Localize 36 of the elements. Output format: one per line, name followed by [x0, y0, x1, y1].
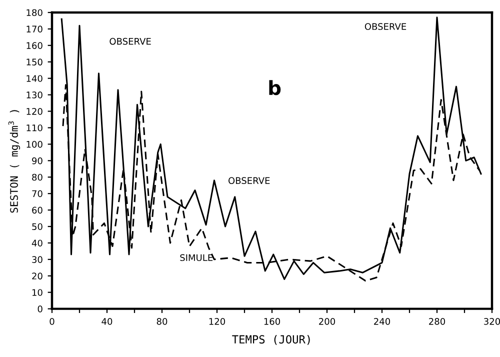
- y-tick-label: 90: [32, 157, 42, 164]
- x-tick-label: 80: [156, 318, 168, 325]
- annotation: b: [269, 80, 281, 96]
- x-tick-label: 0: [50, 318, 54, 325]
- y-tick-label: 130: [26, 92, 42, 98]
- y-tick-label: 150: [26, 58, 42, 66]
- y-tick-label: 70: [32, 190, 42, 198]
- y-tick-label: 20: [32, 272, 42, 280]
- y-tick-label: 80: [32, 174, 42, 181]
- x-tick-label: 40: [102, 318, 112, 325]
- annotation: SIMULE: [180, 254, 213, 262]
- y-tick-label: 30: [32, 256, 42, 263]
- y-tick-label: 50: [32, 223, 42, 230]
- y-tick-label: 10: [32, 289, 42, 296]
- y-tick-label: 180: [26, 9, 42, 16]
- x-tick-label: 280: [429, 318, 446, 325]
- x-tick-label: 320: [484, 318, 500, 325]
- annotation: OBSERVE: [228, 177, 270, 184]
- y-tick-label: 110: [26, 124, 42, 132]
- y-tick-label: 120: [26, 108, 42, 115]
- y-tick-label: 160: [26, 42, 42, 49]
- y-tick-label: 40: [32, 240, 42, 247]
- annotation: OBSERVE: [364, 23, 406, 30]
- x-axis-title: TEMPS (JOUR): [232, 334, 310, 345]
- y-tick-label: 0: [38, 306, 42, 312]
- y-tick-label: 100: [26, 140, 42, 148]
- annotation: OBSERVE: [110, 38, 151, 45]
- x-tick-label: 240: [374, 318, 390, 325]
- y-tick-label: 60: [32, 206, 42, 214]
- text: SESTON ( mg/dm$^{3}$ ): [8, 110, 20, 213]
- x-tick-label: 160: [264, 318, 280, 325]
- line-series: [60, 16, 482, 280]
- x-tick-label: 200: [319, 318, 336, 325]
- y-tick-label: 140: [26, 75, 42, 82]
- x-tick-label: 120: [209, 318, 226, 325]
- y-tick-label: 170: [26, 26, 42, 33]
